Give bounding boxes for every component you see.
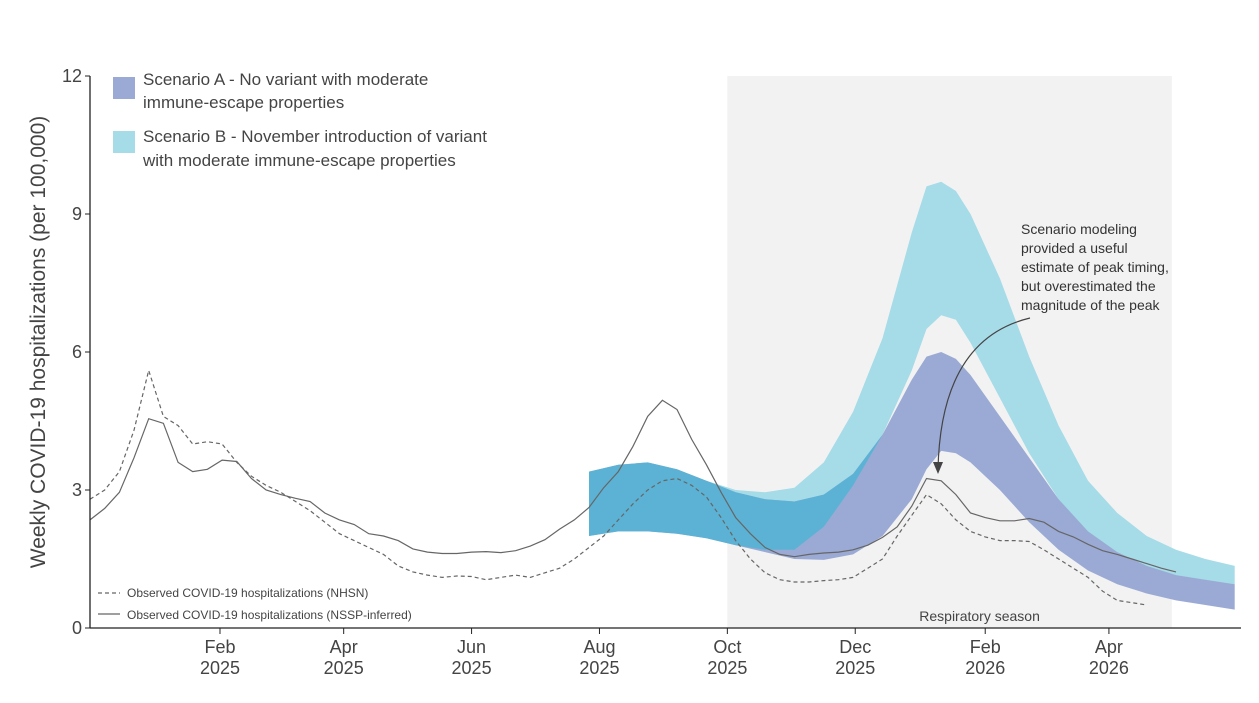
y-tick-label: 3 [72,480,82,500]
respiratory-season-label: Respiratory season [919,608,1040,624]
x-tick-label-year: 2025 [707,658,747,678]
x-tick-label-month: Dec [839,637,871,657]
legend: Scenario A - No variant with moderate im… [98,70,487,622]
scenario-b-band [589,181,1235,585]
legend-label-nssp: Observed COVID-19 hospitalizations (NSSP… [127,608,412,622]
legend-swatch-scenario-a [113,77,135,99]
y-tick-labels: 0 3 6 9 12 [62,66,90,638]
scenario-bands [589,181,1235,610]
y-tick-label: 0 [72,618,82,638]
x-tick-label-year: 2025 [324,658,364,678]
annotation-arrow [937,317,1031,471]
annotation: Scenario modeling provided a useful esti… [933,221,1169,474]
annotation-line-4: but overestimated the [1021,278,1156,294]
annotation-line-5: magnitude of the peak [1021,297,1161,313]
annotation-line-3: estimate of peak timing, [1021,259,1169,275]
x-tick-label-year: 2026 [1089,658,1129,678]
series-line-nssp [89,399,1177,573]
y-tick-label: 6 [72,342,82,362]
legend-label-nhsn: Observed COVID-19 hospitalizations (NHSN… [127,586,368,600]
x-tick-label-year: 2025 [835,658,875,678]
legend-label-scenario-b-line2: with moderate immune-escape properties [142,151,456,170]
x-tick-label-month: Feb [970,637,1001,657]
annotation-arrowhead [933,462,943,474]
x-tick-label-month: Jun [457,637,486,657]
series-line-nhsn [89,368,1147,606]
x-tick-label-year: 2025 [579,658,619,678]
y-tick-label: 9 [72,204,82,224]
x-tick-label-month: Feb [204,637,235,657]
legend-label-scenario-a-line1: Scenario A - No variant with moderate [143,70,428,89]
y-tick-label: 12 [62,66,82,86]
legend-label-scenario-b-line1: Scenario B - November introduction of va… [143,127,487,146]
annotation-line-2: provided a useful [1021,240,1128,256]
x-tick-label-month: Apr [1095,637,1123,657]
observed-lines [89,368,1177,606]
x-tick-label-year: 2025 [200,658,240,678]
legend-label-scenario-a-line2: immune-escape properties [143,93,344,112]
x-tick-label-year: 2026 [965,658,1005,678]
legend-swatch-scenario-b [113,131,135,153]
x-tick-label-month: Oct [713,637,741,657]
x-tick-label-month: Apr [330,637,358,657]
annotation-line-1: Scenario modeling [1021,221,1137,237]
y-axis-label: Weekly COVID-19 hospitalizations (per 10… [27,116,50,569]
x-tick-labels: Feb2025Apr2025Jun2025Aug2025Oct2025Dec20… [200,628,1129,678]
x-tick-label-year: 2025 [452,658,492,678]
x-tick-label-month: Aug [583,637,615,657]
